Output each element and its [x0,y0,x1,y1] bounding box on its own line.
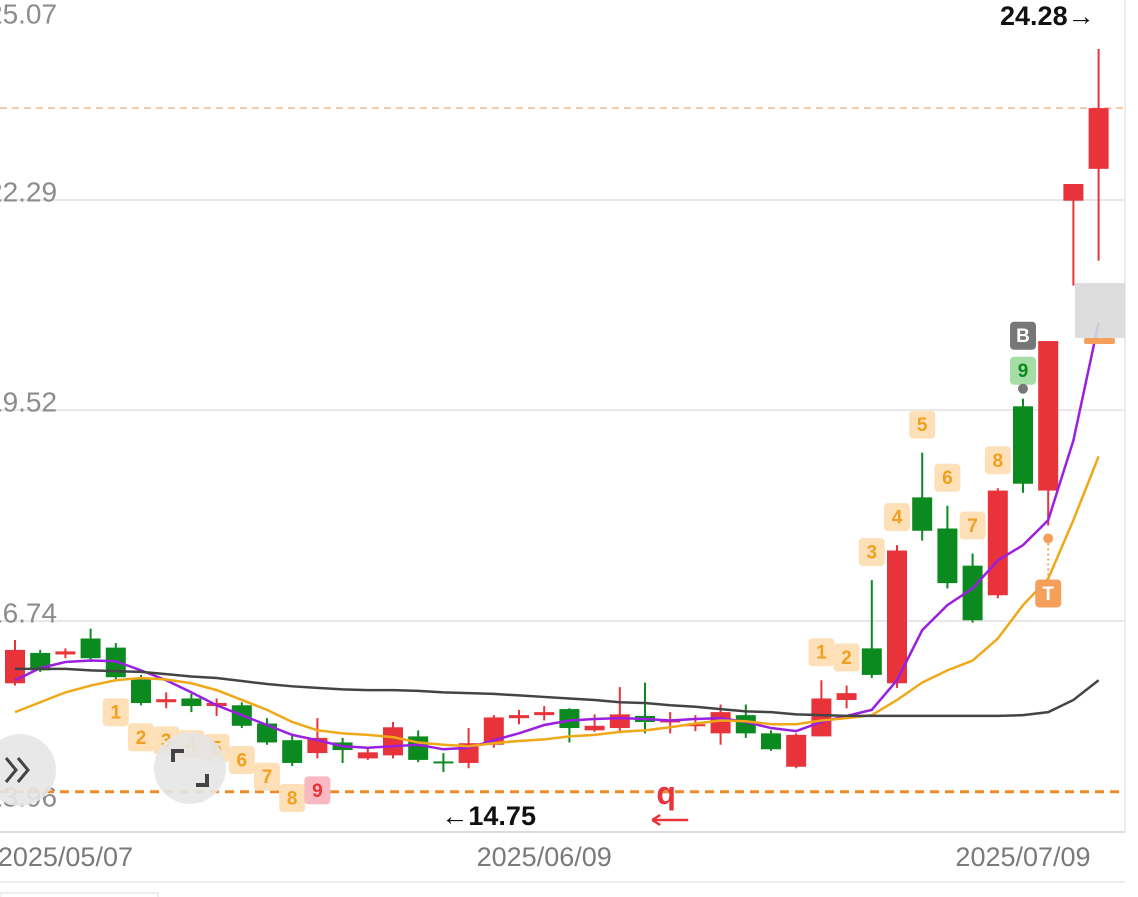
annotation-label: 1 [111,703,122,724]
candle-body [761,733,781,750]
x-tick-label: 2025/07/09 [955,842,1090,872]
candle-body [282,740,303,763]
candle-body [357,752,378,759]
price-cursor-box [1075,283,1125,338]
candle-body [937,528,958,584]
candle-body [559,709,580,729]
annotation-label: 7 [262,767,273,788]
annotation-box [279,783,306,812]
candle-body [735,715,756,734]
x-tick-label: 2025/05/07 [0,842,133,872]
annotation-box [1010,356,1036,385]
candle-body [912,497,933,531]
high-label: 24.28→ [1000,1,1095,31]
annotation-box [128,723,154,752]
candle-body [534,712,555,716]
annotation-box [1010,321,1036,350]
candle-body [1038,341,1059,491]
candle-body [685,724,706,727]
annotation-label: 9 [312,781,323,802]
candle-body [786,734,807,767]
annotation-label: 8 [287,788,298,809]
price-cursor-tab [1084,338,1115,344]
annotation-box [858,538,885,567]
annotation-box [228,746,255,775]
candle-body [861,648,882,675]
annotation-label: 2 [841,648,852,669]
candle-layer [5,48,1109,773]
annotation-label: 4 [892,508,903,529]
annotation-box [884,503,910,532]
candle-body [1088,108,1109,169]
fullscreen-icon [171,749,209,787]
event-arrow [651,813,689,827]
fullscreen-button[interactable] [154,732,226,804]
event-label: q [656,775,676,811]
candle-body [181,698,202,707]
annotation-box [984,446,1011,475]
annotation-box [833,643,860,672]
candle-body [887,550,907,684]
y-tick-label: 22.29 [0,176,57,207]
signal-dot [1043,533,1054,544]
annotation-label: 8 [993,451,1004,472]
ma-line [15,667,1100,718]
x-tick-label: 2025/06/09 [477,842,612,872]
signal-dot [1018,383,1028,394]
annotation-label: 1 [816,643,827,664]
tab-outline [0,892,159,897]
annotation-box [934,463,961,492]
annotation-box [959,511,986,540]
annotation-label: 5 [917,415,928,436]
candle-body [131,679,151,704]
candle-body [383,727,403,756]
annotation-box [254,762,280,791]
candle-body [55,651,76,655]
candle-body [811,698,832,737]
annotation-label: B [1016,326,1030,347]
candle-body [1013,406,1033,484]
candle-body [1063,184,1084,201]
annotation-box [102,698,129,727]
annotation-label: 2 [136,728,147,749]
annotation-label: 6 [237,751,248,772]
y-tick-label: 25.07 [0,0,57,30]
candle-body [609,714,630,729]
candle-body [836,693,857,700]
candle-body [584,725,605,731]
annotation-label: 3 [867,543,878,564]
annotation-label: 6 [942,468,953,489]
annotation-label: 7 [967,516,978,537]
annotation-box [808,638,835,667]
candle-body [710,712,731,734]
candle-body [433,761,454,764]
candle-body [156,699,177,703]
line-layer [14,322,1100,751]
ma-line [14,322,1100,751]
low-label: ←14.75 [441,801,536,831]
candle-body [5,649,25,684]
y-tick-label: 16.74 [0,598,57,629]
candle-body [80,638,101,659]
annotation-label: T [1042,584,1054,605]
annotation-label: 9 [1018,361,1029,382]
y-tick-label: 19.52 [0,387,57,418]
candle-body [509,715,529,719]
candle-body [962,565,983,621]
candle-body [987,490,1008,596]
annotation-box [909,410,936,439]
annotation-box [304,776,331,805]
ma-line [14,455,1100,748]
annotation-box [1035,579,1062,608]
collapse-icon [4,757,30,783]
